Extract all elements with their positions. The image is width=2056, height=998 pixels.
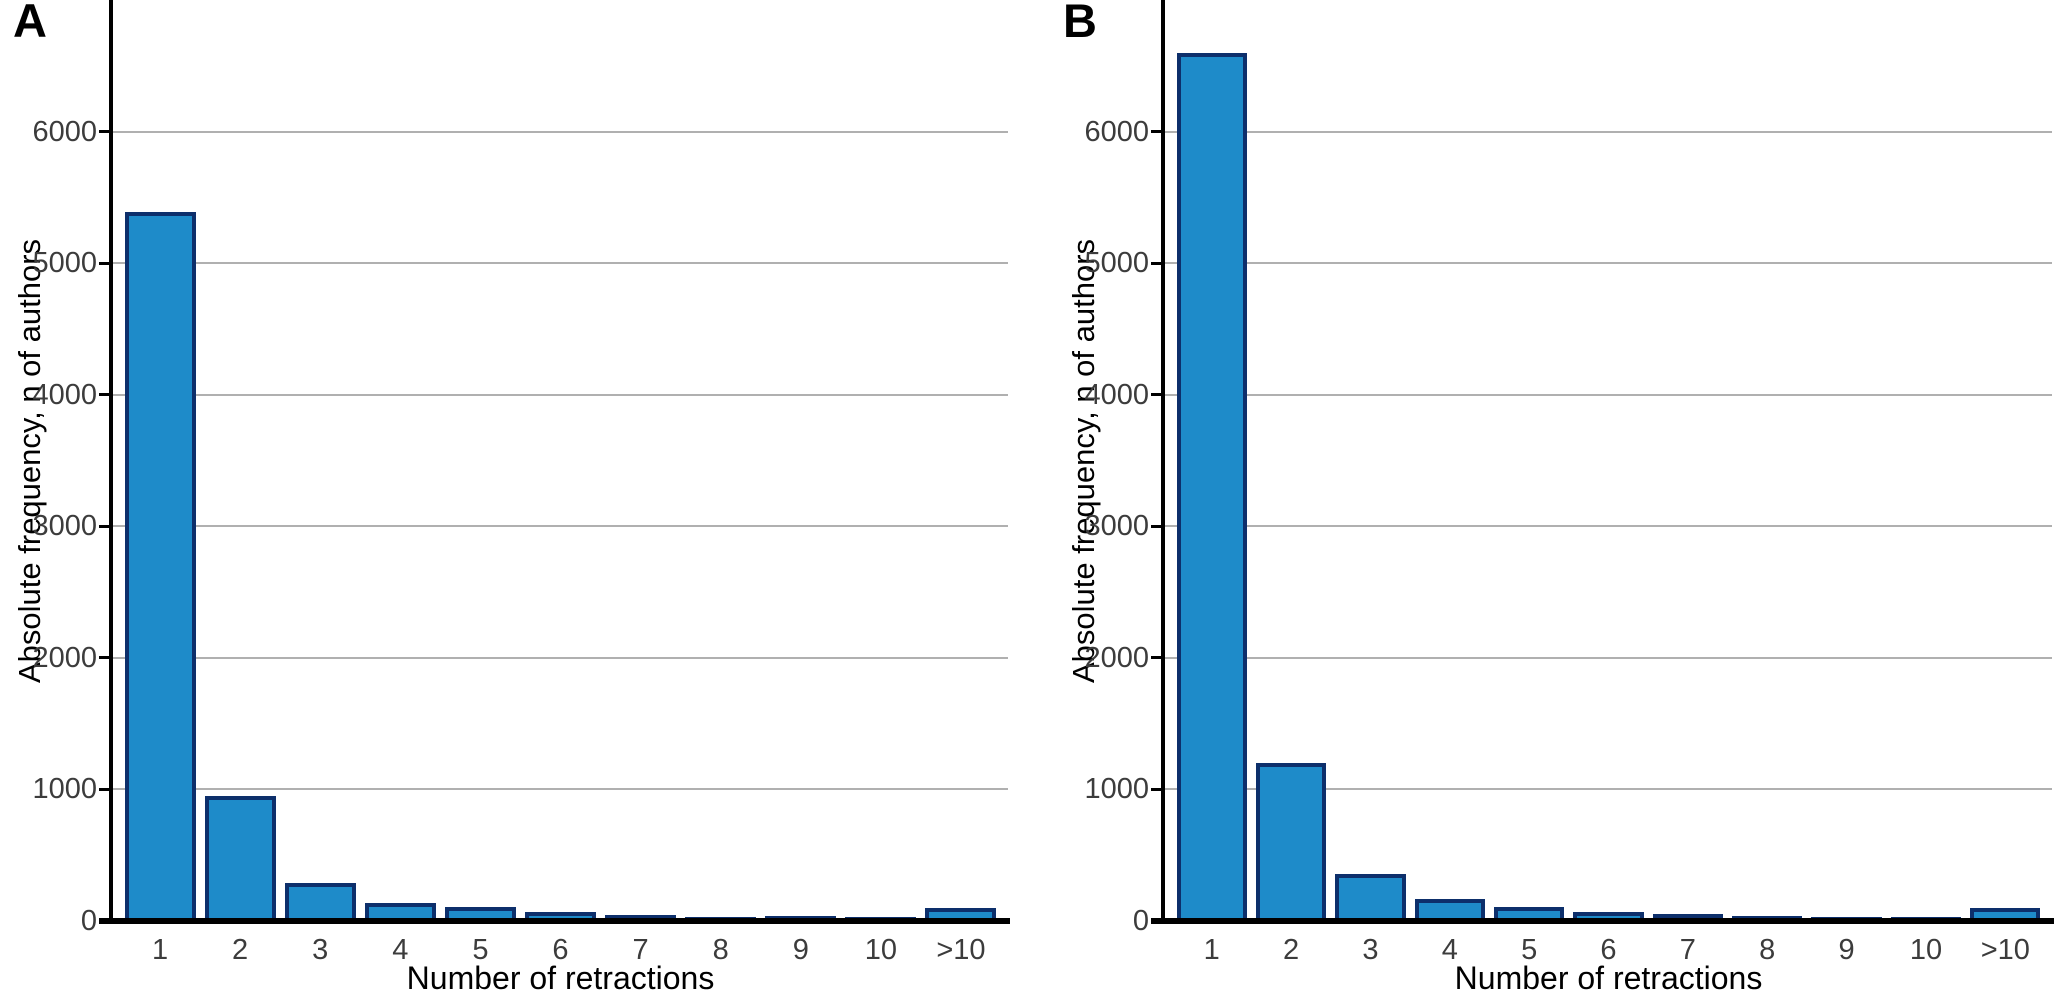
y-gridline bbox=[1165, 393, 2052, 396]
y-gridline bbox=[1165, 525, 2052, 528]
y-gridline bbox=[1165, 788, 2052, 791]
y-tick-mark bbox=[1151, 787, 1164, 791]
y-tick-label: 1000 bbox=[32, 773, 97, 806]
y-tick-label: 5000 bbox=[1084, 247, 1149, 280]
y-gridline bbox=[113, 788, 1008, 791]
x-tick-label: 3 bbox=[312, 934, 329, 966]
bar bbox=[1970, 908, 2041, 921]
y-gridline bbox=[1165, 262, 2052, 265]
y-gridline bbox=[1165, 656, 2052, 659]
x-axis-line bbox=[99, 918, 1010, 924]
bar bbox=[1335, 874, 1406, 921]
y-tick-mark bbox=[99, 787, 112, 791]
x-tick-label: 2 bbox=[1282, 934, 1300, 966]
y-tick-label: 4000 bbox=[32, 378, 97, 411]
panel-b-x-axis-title: Number of retractions bbox=[1454, 960, 1763, 996]
y-tick-label: 6000 bbox=[1084, 115, 1149, 148]
bar bbox=[524, 912, 597, 921]
y-tick-label: 3000 bbox=[1084, 510, 1149, 543]
x-tick-label: 4 bbox=[392, 934, 409, 966]
y-tick-mark bbox=[99, 656, 112, 660]
y-gridline bbox=[113, 525, 1008, 528]
bar bbox=[204, 796, 276, 921]
bar bbox=[1573, 912, 1644, 921]
y-tick-label: 3000 bbox=[32, 510, 97, 543]
bar bbox=[1255, 763, 1327, 921]
y-tick-mark bbox=[99, 130, 112, 134]
panel-b: B Absolute frequency, n of authors 0 1000… bbox=[1028, 0, 2056, 998]
x-tick-label: 1 bbox=[151, 934, 169, 966]
bar bbox=[1652, 914, 1724, 921]
y-tick-label: 5000 bbox=[32, 247, 97, 280]
x-tick-label: 9 bbox=[1838, 934, 1855, 966]
x-tick-label: 5 bbox=[1521, 934, 1538, 966]
y-axis-line bbox=[1161, 0, 1165, 924]
x-tick-label: 8 bbox=[712, 934, 729, 966]
panel-b-letter: B bbox=[1063, 0, 1097, 47]
y-tick-mark bbox=[99, 524, 112, 528]
x-tick-label: 6 bbox=[552, 934, 569, 966]
y-tick-mark bbox=[1151, 130, 1164, 134]
y-tick-mark bbox=[1151, 656, 1164, 660]
y-tick-label: 0 bbox=[80, 905, 97, 937]
x-tick-label: 10 bbox=[1909, 934, 1943, 966]
bar bbox=[284, 883, 356, 921]
x-tick-label: 9 bbox=[792, 934, 809, 966]
bar bbox=[364, 903, 436, 921]
y-tick-label: 2000 bbox=[32, 641, 97, 674]
x-tick-label: 6 bbox=[1600, 934, 1617, 966]
x-tick-label: >10 bbox=[1980, 934, 2030, 966]
bar bbox=[1493, 907, 1565, 921]
bar bbox=[1414, 899, 1485, 921]
y-tick-label: 2000 bbox=[1084, 641, 1149, 674]
x-tick-label: 7 bbox=[632, 934, 649, 966]
x-axis-line bbox=[1151, 918, 2054, 924]
panel-a-x-axis-title: Number of retractions bbox=[406, 960, 715, 996]
x-tick-label: 4 bbox=[1441, 934, 1458, 966]
y-tick-label: 1000 bbox=[1084, 773, 1149, 806]
x-tick-label: 10 bbox=[864, 934, 897, 966]
x-tick-label: 7 bbox=[1679, 934, 1696, 966]
y-tick-mark bbox=[1151, 524, 1164, 528]
x-tick-label: 5 bbox=[472, 934, 489, 966]
y-gridline bbox=[1165, 130, 2052, 133]
y-tick-mark bbox=[99, 261, 112, 265]
y-gridline bbox=[113, 393, 1008, 396]
bar bbox=[925, 908, 997, 921]
y-axis-line bbox=[109, 0, 113, 924]
x-tick-label: 8 bbox=[1759, 934, 1776, 966]
y-tick-label: 4000 bbox=[1084, 378, 1149, 411]
panel-a: A Absolute frequency, n of authors 0 1000… bbox=[12, 0, 1010, 998]
bar bbox=[444, 907, 516, 921]
y-tick-label: 6000 bbox=[32, 115, 97, 148]
y-tick-mark bbox=[1151, 393, 1164, 397]
y-tick-label: 0 bbox=[1132, 905, 1149, 937]
x-tick-label: 2 bbox=[232, 934, 249, 966]
x-tick-label: >10 bbox=[936, 934, 986, 966]
y-gridline bbox=[113, 130, 1008, 133]
panel-a-plot-area: 0 1000 2000 3000 4000 5000 6000 1 2 3 4 5 6 7 8 9 10 >10 bbox=[32, 0, 1010, 998]
panel-b-plot-area: 0 1000 2000 3000 4000 5000 6000 1 2 3 4 5 6 7 8 9 10 >10 bbox=[1084, 0, 2054, 998]
y-tick-mark bbox=[1151, 261, 1164, 265]
y-gridline bbox=[113, 262, 1008, 265]
x-tick-label: 3 bbox=[1362, 934, 1379, 966]
bar bbox=[1176, 53, 1247, 921]
y-tick-mark bbox=[99, 393, 112, 397]
bar bbox=[124, 212, 196, 921]
x-tick-label: 1 bbox=[1203, 934, 1220, 966]
y-gridline bbox=[113, 656, 1008, 659]
panel-a-letter: A bbox=[13, 0, 47, 47]
